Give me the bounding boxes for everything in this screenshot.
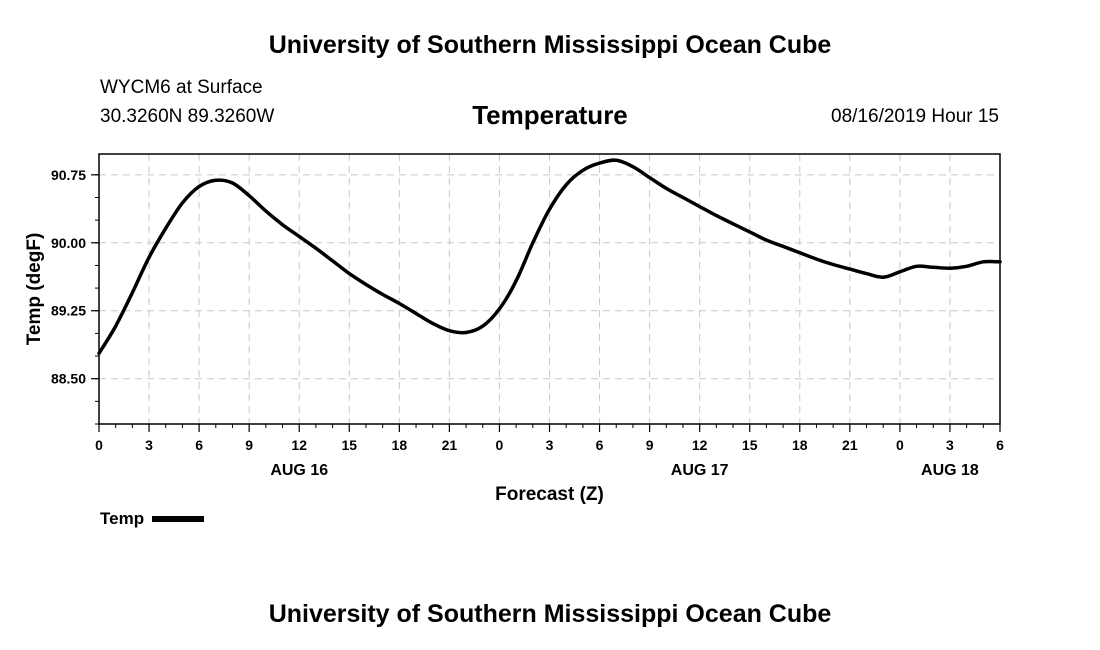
- chart-title: University of Southern Mississippi Ocean…: [268, 31, 832, 59]
- x-tick-label: 0: [496, 437, 504, 453]
- x-tick-label: 15: [742, 437, 758, 453]
- date-label: AUG 18: [921, 462, 979, 479]
- legend-label: Temp: [100, 509, 145, 528]
- x-tick-label: 21: [442, 437, 458, 453]
- x-tick-label: 18: [792, 437, 808, 453]
- x-tick-label: 6: [596, 437, 604, 453]
- x-tick-label: 9: [245, 437, 253, 453]
- y-tick-label: 90.00: [51, 235, 86, 251]
- y-tick-label: 89.25: [51, 303, 86, 319]
- x-tick-label: 0: [896, 437, 904, 453]
- x-tick-label: 12: [692, 437, 708, 453]
- station-label: WYCM6 at Surface: [100, 77, 263, 98]
- x-tick-label: 3: [145, 437, 153, 453]
- x-tick-labels: 0 3 6 9 12 15 18 21 0 3 6 9 12 15 18 21 0 3 6: [95, 437, 1004, 453]
- legend-line-swatch: [152, 516, 205, 522]
- date-label: AUG 16: [270, 462, 328, 479]
- x-tick-label: 9: [646, 437, 654, 453]
- date-labels: AUG 16 AUG 17 AUG 18: [270, 462, 979, 479]
- datetime-label: 08/16/2019 Hour 15: [831, 106, 999, 127]
- x-tick-label: 15: [341, 437, 357, 453]
- plot-frame: [98, 153, 1001, 425]
- y-tick-labels: 88.50 89.25 90.00 90.75: [51, 167, 86, 387]
- y-tick-label: 90.75: [51, 167, 86, 183]
- x-tick-label: 12: [291, 437, 307, 453]
- x-tick-label: 0: [95, 437, 103, 453]
- x-tick-label: 6: [996, 437, 1004, 453]
- x-tick-label: 3: [546, 437, 554, 453]
- y-axis-label: Temp (degF): [24, 233, 45, 346]
- x-tick-label: 6: [195, 437, 203, 453]
- x-tick-label: 3: [946, 437, 954, 453]
- grid-lines: [99, 154, 1000, 424]
- date-label: AUG 17: [671, 462, 729, 479]
- x-axis-label: Forecast (Z): [495, 484, 604, 505]
- x-tick-label: 18: [392, 437, 408, 453]
- footer-title: University of Southern Mississippi Ocean…: [268, 600, 832, 628]
- y-tick-label: 88.50: [51, 371, 86, 387]
- variable-title: Temperature: [472, 100, 628, 130]
- coordinates-label: 30.3260N 89.3260W: [100, 106, 275, 127]
- legend: Temp: [100, 509, 205, 529]
- temp-series-line: [97, 158, 1002, 356]
- x-tick-label: 21: [842, 437, 858, 453]
